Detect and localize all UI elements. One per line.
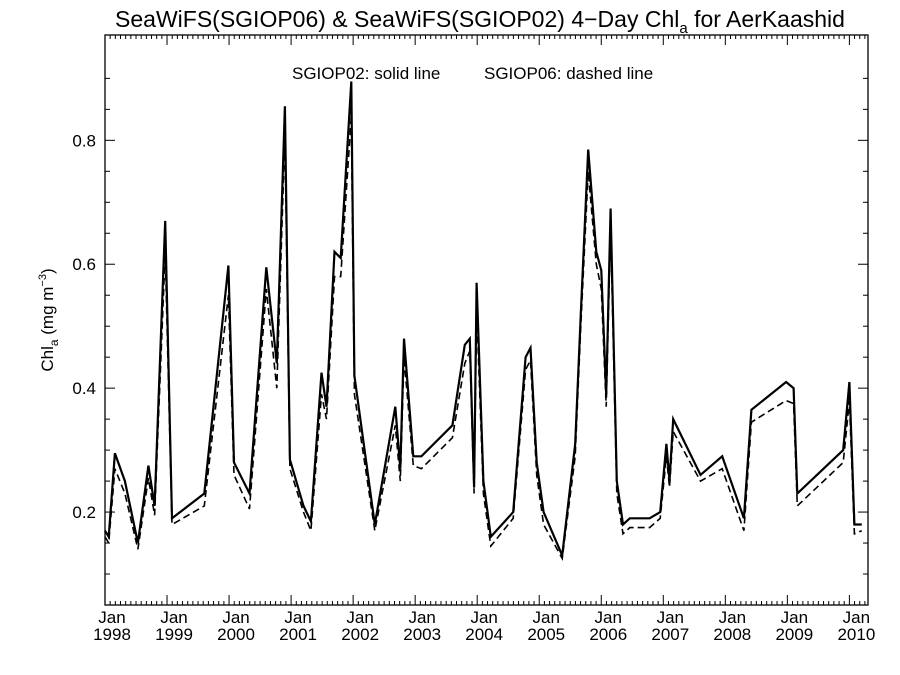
y-tick-label: 0.2 [72, 503, 96, 522]
x-tick-year-label: 2002 [341, 625, 379, 644]
ylabel-subscript: a [47, 339, 61, 346]
x-tick-month-label: Jan [284, 608, 311, 627]
series-lines [104, 81, 863, 562]
x-tick-year-label: 2009 [775, 625, 813, 644]
x-tick-year-label: 2004 [465, 625, 503, 644]
x-axis-ticks: Jan1998Jan1999Jan2000Jan2001Jan2002Jan20… [93, 35, 875, 644]
x-tick-month-label: Jan [533, 608, 560, 627]
x-tick-year-label: 2006 [589, 625, 627, 644]
x-tick-month-label: Jan [719, 608, 746, 627]
chart-title: SeaWiFS(SGIOP06) & SeaWiFS(SGIOP02) 4−Da… [115, 6, 845, 37]
y-tick-label: 0.6 [72, 255, 96, 274]
x-tick-month-label: Jan [595, 608, 622, 627]
x-tick-year-label: 2000 [217, 625, 255, 644]
x-tick-year-label: 1998 [93, 625, 131, 644]
x-tick-month-label: Jan [160, 608, 187, 627]
title-subscript: a [679, 20, 688, 37]
x-tick-month-label: Jan [408, 608, 435, 627]
ylabel-units: (mg m [38, 287, 57, 340]
x-tick-month-label: Jan [470, 608, 497, 627]
x-tick-year-label: 2008 [713, 625, 751, 644]
title-prefix: SeaWiFS(SGIOP06) & SeaWiFS(SGIOP02) 4−Da… [115, 6, 679, 32]
x-tick-month-label: Jan [98, 608, 125, 627]
x-tick-month-label: Jan [657, 608, 684, 627]
legend-dashed-label: SGIOP06: dashed line [484, 64, 653, 83]
y-tick-label: 0.8 [72, 131, 96, 150]
x-tick-month-label: Jan [346, 608, 373, 627]
x-tick-year-label: 2007 [651, 625, 689, 644]
x-tick-year-label: 2005 [527, 625, 565, 644]
x-tick-month-label: Jan [222, 608, 249, 627]
x-tick-month-label: Jan [843, 608, 870, 627]
y-axis-label: Chla (mg m−3) [37, 268, 61, 371]
y-axis-ticks: 0.2 0.4 0.6 0.8 [72, 77, 868, 575]
x-tick-year-label: 2003 [403, 625, 441, 644]
series-line-sgiop06 [104, 115, 863, 562]
x-tick-year-label: 2010 [837, 625, 875, 644]
y-tick-label: 0.4 [72, 379, 96, 398]
ylabel-close: ) [38, 268, 57, 274]
x-tick-month-label: Jan [781, 608, 808, 627]
x-tick-year-label: 2001 [279, 625, 317, 644]
x-tick-year-label: 1999 [155, 625, 193, 644]
plot-frame [104, 34, 869, 606]
title-suffix: for AerKaashid [688, 6, 845, 32]
ylabel-main: Chl [38, 346, 57, 372]
ylabel-superscript: −3 [37, 274, 49, 287]
legend-solid-label: SGIOP02: solid line [292, 64, 440, 83]
